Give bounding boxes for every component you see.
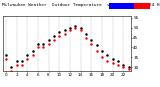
Text: Milwaukee Weather  Outdoor Temperature  vs Heat Index  (24 Hours): Milwaukee Weather Outdoor Temperature vs… xyxy=(2,3,160,7)
